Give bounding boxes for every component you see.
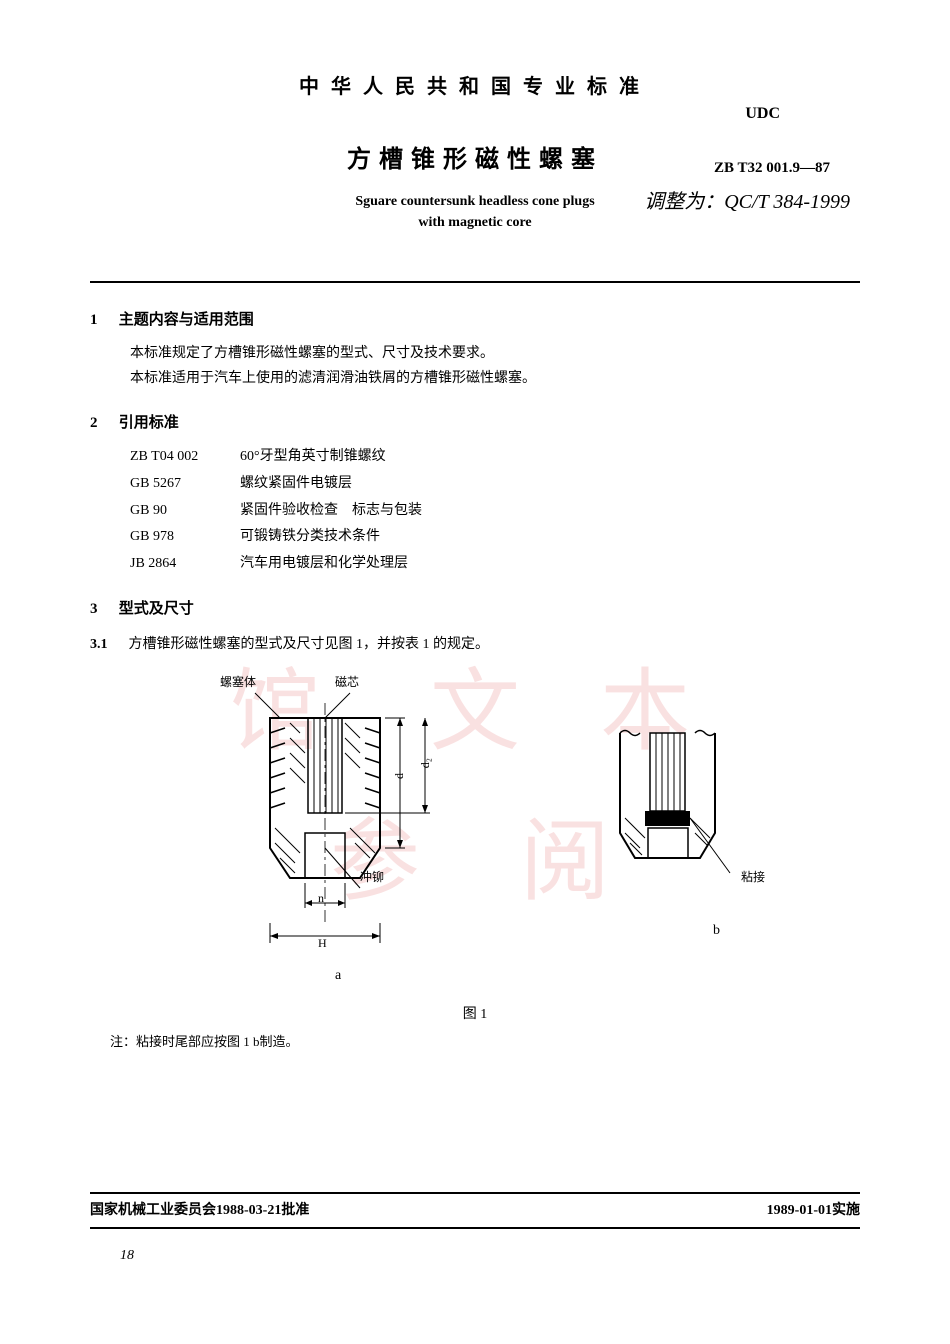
page-number: 18 [120, 1248, 134, 1264]
ref-code: JB 2864 [130, 551, 240, 578]
ref-item: ZB T04 002 60°牙型角英寸制锥螺纹 [130, 444, 860, 471]
ref-item: GB 978 可锻铸铁分类技术条件 [130, 524, 860, 551]
ref-item: JB 2864 汽车用电镀层和化学处理层 [130, 551, 860, 578]
standard-number: ZB T32 001.9—87 [714, 160, 830, 177]
ref-code: GB 5267 [130, 471, 240, 498]
figure-1-area: 馆 文 本 参 阅 [90, 668, 860, 998]
country-standard-title: 中华人民共和国专业标准 [90, 70, 860, 99]
section-1-number: 1 [90, 312, 115, 329]
ref-desc: 可锻铸铁分类技术条件 [240, 524, 380, 551]
subsection-3-1-number: 3.1 [90, 637, 125, 653]
ref-code: GB 90 [130, 498, 240, 525]
dim-d2: d₂ [418, 758, 433, 768]
footer-divider-bottom [90, 1227, 860, 1229]
ref-desc: 汽车用电镀层和化学处理层 [240, 551, 408, 578]
reference-list: ZB T04 002 60°牙型角英寸制锥螺纹 GB 5267 螺纹紧固件电镀层… [130, 444, 860, 577]
subsection-3-1-text: 方槽锥形磁性螺塞的型式及尺寸见图 1，并按表 1 的规定。 [129, 637, 490, 652]
figure-label-b: b [713, 923, 720, 939]
callout-body: 螺塞体 [220, 673, 256, 690]
figure-1-caption: 图 1 [90, 1003, 860, 1023]
ref-desc: 螺纹紧固件电镀层 [240, 471, 352, 498]
udc-label: UDC [745, 105, 780, 123]
dim-n: n [318, 891, 324, 906]
dim-d: d [392, 773, 407, 779]
section-3-title: 型式及尺寸 [119, 601, 194, 617]
callout-bond: 粘接 [741, 868, 765, 885]
top-divider [90, 281, 860, 283]
callout-rivet: 冲铆 [360, 868, 384, 885]
section-1-para-2: 本标准适用于汽车上使用的滤清润滑油铁屑的方槽锥形磁性螺塞。 [130, 366, 860, 391]
section-2-number: 2 [90, 415, 115, 432]
section-2-heading: 2 引用标准 [90, 411, 860, 432]
section-1-heading: 1 主题内容与适用范围 [90, 308, 860, 329]
dim-H: H [318, 936, 327, 951]
english-title-line2: with magnetic core [90, 215, 860, 231]
section-3-heading: 3 型式及尺寸 [90, 597, 860, 618]
figure-a-diagram [200, 678, 480, 968]
ref-desc: 60°牙型角英寸制锥螺纹 [240, 444, 386, 471]
subsection-3-1: 3.1 方槽锥形磁性螺塞的型式及尺寸见图 1，并按表 1 的规定。 [90, 633, 860, 653]
ref-code: ZB T04 002 [130, 444, 240, 471]
watermark-char: 阅 [520, 788, 610, 918]
ref-item: GB 90 紧固件验收检查 标志与包装 [130, 498, 860, 525]
ref-desc: 紧固件验收检查 标志与包装 [240, 498, 422, 525]
figure-b-diagram [600, 723, 750, 903]
callout-core: 磁芯 [335, 673, 359, 690]
footer-divider-top [90, 1192, 860, 1194]
section-1-para-1: 本标准规定了方槽锥形磁性螺塞的型式、尺寸及技术要求。 [130, 341, 860, 366]
handwritten-annotation: 调整为：QC/T 384-1999 [644, 185, 850, 214]
ref-code: GB 978 [130, 524, 240, 551]
section-3-number: 3 [90, 601, 115, 618]
ref-item: GB 5267 螺纹紧固件电镀层 [130, 471, 860, 498]
approval-text: 国家机械工业委员会1988-03-21批准 [90, 1199, 309, 1219]
section-2-title: 引用标准 [119, 415, 179, 431]
implementation-text: 1989-01-01实施 [767, 1199, 860, 1219]
figure-note: 注：粘接时尾部应按图 1 b制造。 [110, 1031, 860, 1050]
section-1-title: 主题内容与适用范围 [119, 312, 254, 328]
figure-label-a: a [335, 968, 341, 984]
